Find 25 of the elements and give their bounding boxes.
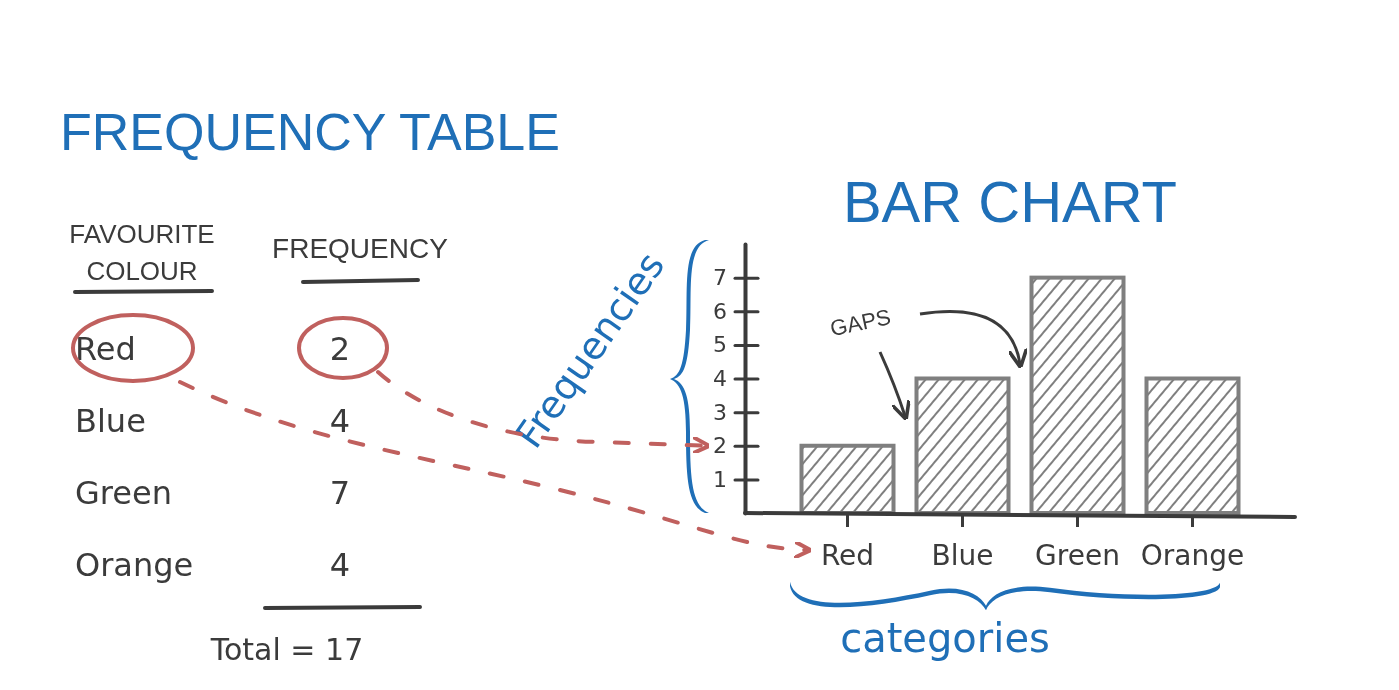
- data-label: 4: [329, 402, 351, 440]
- category-label: Green: [75, 474, 172, 512]
- text: FREQUENCY TABLE: [60, 103, 560, 161]
- text: Total = 17: [209, 632, 364, 667]
- y-tick-label: 4: [713, 366, 727, 392]
- text: FAVOURITE COLOUR: [69, 219, 215, 286]
- data-label: 2: [329, 330, 351, 368]
- category-label: Red: [75, 330, 136, 368]
- y-tick-label: 6: [713, 298, 727, 324]
- y-tick-label: 1: [713, 466, 727, 492]
- y-tick-label: 3: [713, 399, 727, 425]
- data-label: 4: [329, 546, 351, 584]
- x-tick-label: Blue: [931, 538, 994, 572]
- y-tick-label: 5: [713, 332, 727, 358]
- category-label: Blue: [75, 402, 146, 440]
- annotation: GAPS: [827, 304, 893, 342]
- chart-title: BAR CHART: [842, 169, 1178, 234]
- x-tick-label: Red: [820, 538, 875, 572]
- x-tick-label: Orange: [1140, 538, 1245, 572]
- y-tick-label: 7: [713, 265, 727, 291]
- x-tick-label: Green: [1035, 538, 1120, 572]
- text: FREQUENCY: [272, 233, 449, 264]
- x-axis-title: categories: [840, 615, 1050, 661]
- data-label: 7: [329, 474, 351, 512]
- y-tick-label: 2: [713, 433, 727, 459]
